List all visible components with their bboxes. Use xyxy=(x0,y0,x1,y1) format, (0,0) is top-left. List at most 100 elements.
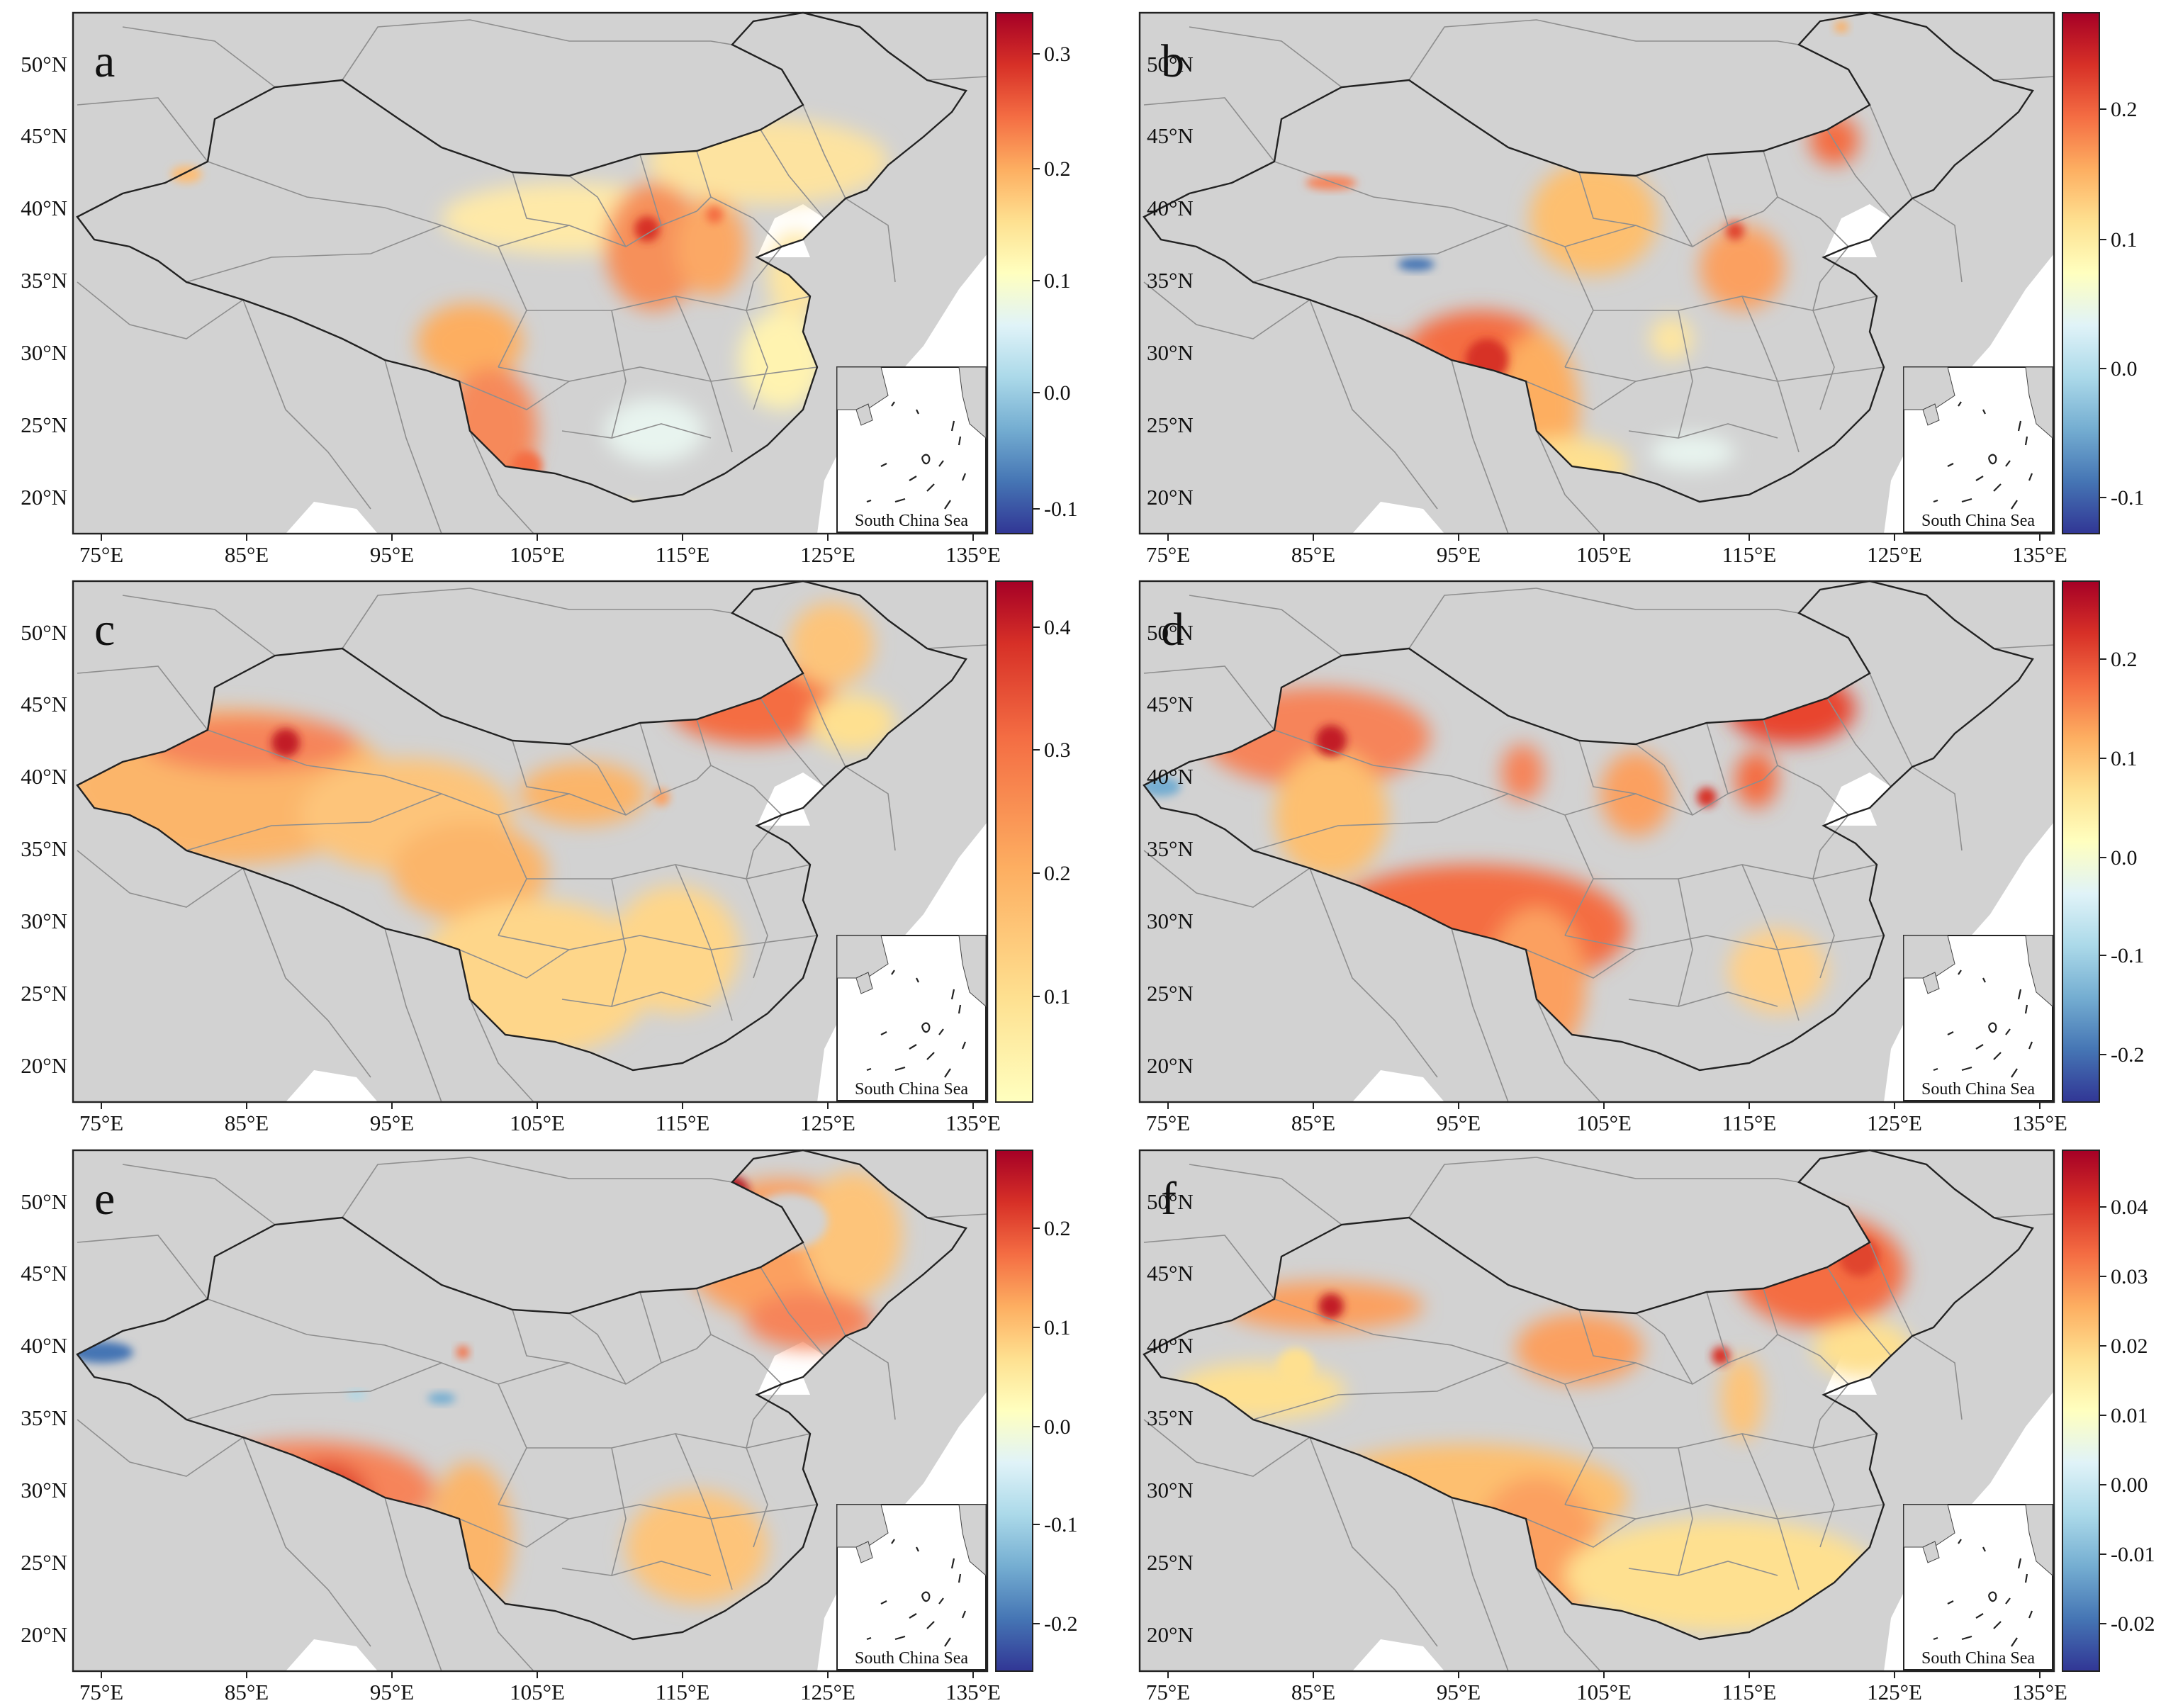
colorbar-tick-label: 0.1 xyxy=(1044,269,1071,293)
colorbar-tick-label: -0.1 xyxy=(2111,486,2145,510)
lat-label: 25°N xyxy=(21,1550,67,1575)
lon-label: 125°E xyxy=(1867,1680,1922,1704)
colorbar-tick-label: 0.0 xyxy=(2111,357,2138,381)
inset-label-south-china-sea: South China Sea xyxy=(855,1080,968,1099)
lat-label: 40°N xyxy=(21,764,67,789)
map-panel-f xyxy=(1138,1149,2055,1673)
colorbar-tick-label: 0.01 xyxy=(2111,1404,2148,1427)
lat-label: 45°N xyxy=(1147,1261,1194,1286)
colorbar-tick-label: 0.0 xyxy=(2111,846,2138,870)
lon-label: 135°E xyxy=(2012,1111,2067,1135)
colorbar-tick-label: 0.00 xyxy=(2111,1473,2148,1497)
lat-label: 35°N xyxy=(1147,836,1194,861)
lat-label: 35°N xyxy=(21,1405,67,1430)
lon-label: 85°E xyxy=(225,542,269,567)
lon-label: 95°E xyxy=(370,1680,414,1704)
lon-label: 115°E xyxy=(1722,1111,1777,1135)
lon-label: 75°E xyxy=(1146,1680,1190,1704)
colorbar-tick-label: 0.2 xyxy=(2111,648,2138,671)
colorbar-tick-label: -0.02 xyxy=(2111,1612,2155,1636)
lon-label: 75°E xyxy=(1146,1111,1190,1135)
lon-label: 125°E xyxy=(800,1680,855,1704)
lat-label: 30°N xyxy=(1147,1478,1194,1502)
colorbar-tick-label: 0.0 xyxy=(1044,1415,1071,1439)
lon-label: 85°E xyxy=(1291,1111,1335,1135)
colorbar-e xyxy=(995,1150,1033,1672)
lat-label: 35°N xyxy=(21,836,67,861)
colorbar-tick-label: -0.2 xyxy=(1044,1612,1078,1636)
colorbar-a xyxy=(995,12,1033,534)
lon-label: 75°E xyxy=(1146,542,1190,567)
colorbar-tick-label: 0.4 xyxy=(1044,616,1071,639)
lon-label: 105°E xyxy=(1576,542,1632,567)
lon-label: 105°E xyxy=(1576,1680,1632,1704)
lon-label: 75°E xyxy=(79,1680,123,1704)
lat-label: 45°N xyxy=(21,1261,67,1286)
lat-label: 20°N xyxy=(21,1053,67,1078)
inset-label-south-china-sea: South China Sea xyxy=(1921,1080,2035,1099)
map-panel-c xyxy=(72,580,989,1103)
colorbar-tick-label: 0.2 xyxy=(1044,157,1071,181)
colorbar-tick-label: 0.3 xyxy=(1044,43,1071,66)
lon-label: 125°E xyxy=(1867,542,1922,567)
lat-label: 25°N xyxy=(21,412,67,437)
lat-label: 50°N xyxy=(21,52,67,77)
colorbar-tick-label: 0.0 xyxy=(1044,381,1071,405)
lat-label: 20°N xyxy=(1147,1053,1194,1078)
lat-label: 45°N xyxy=(1147,692,1194,717)
lon-label: 125°E xyxy=(800,1111,855,1135)
colorbar-f xyxy=(2062,1150,2100,1672)
lat-label: 35°N xyxy=(1147,1405,1194,1430)
colorbar-tick-label: -0.1 xyxy=(1044,498,1078,521)
lat-label: 50°N xyxy=(21,620,67,645)
colorbar-tick-label: 0.02 xyxy=(2111,1335,2148,1358)
lat-label: 25°N xyxy=(1147,412,1194,437)
map-panel-e xyxy=(72,1149,989,1673)
lat-label: 40°N xyxy=(1147,196,1194,220)
lon-label: 85°E xyxy=(1291,542,1335,567)
colorbar-tick-label: -0.1 xyxy=(2111,944,2145,967)
lon-label: 85°E xyxy=(1291,1680,1335,1704)
lat-label: 20°N xyxy=(1147,1622,1194,1647)
lon-label: 105°E xyxy=(1576,1111,1632,1135)
colorbar-tick-label: -0.2 xyxy=(2111,1043,2145,1067)
lon-label: 125°E xyxy=(1867,1111,1922,1135)
map-panel-d xyxy=(1138,580,2055,1103)
colorbar-tick-label: 0.2 xyxy=(2111,98,2138,121)
lat-label: 30°N xyxy=(21,1478,67,1502)
lat-label: 40°N xyxy=(21,196,67,220)
lat-label: 20°N xyxy=(1147,485,1194,510)
lat-label: 30°N xyxy=(21,909,67,933)
inset-label-south-china-sea: South China Sea xyxy=(855,512,968,530)
lon-label: 115°E xyxy=(1722,542,1777,567)
panel-letter-a: a xyxy=(94,35,115,87)
lat-label: 45°N xyxy=(1147,123,1194,148)
lat-label: 25°N xyxy=(1147,981,1194,1006)
lon-label: 105°E xyxy=(510,1680,565,1704)
lon-label: 95°E xyxy=(1437,1680,1481,1704)
labels-layer: a 50°N 45°N 40°N 35°N 30°N 25°N 20°N 75°E 85°E 95°… xyxy=(21,35,2155,1704)
inset-label-south-china-sea: South China Sea xyxy=(855,1649,968,1668)
lat-label: 25°N xyxy=(21,981,67,1006)
panel-letter-d: d xyxy=(1161,604,1184,656)
lat-label: 50°N xyxy=(1147,52,1194,77)
inset-label-south-china-sea: South China Sea xyxy=(1921,1649,2035,1668)
colorbar-tick-label: 0.03 xyxy=(2111,1265,2148,1288)
lon-label: 75°E xyxy=(79,1111,123,1135)
map-panel-a xyxy=(72,11,989,535)
lat-label: 45°N xyxy=(21,123,67,148)
lat-label: 45°N xyxy=(21,692,67,717)
lat-label: 35°N xyxy=(1147,268,1194,293)
colorbar-tick-label: 0.2 xyxy=(1044,1217,1071,1240)
lon-label: 105°E xyxy=(510,542,565,567)
lat-label: 35°N xyxy=(21,268,67,293)
colorbar-tick-label: 0.1 xyxy=(1044,985,1071,1008)
colorbar-tick-label: 0.1 xyxy=(2111,747,2138,770)
lat-label: 50°N xyxy=(1147,620,1194,645)
lon-label: 125°E xyxy=(800,542,855,567)
lon-label: 115°E xyxy=(656,542,710,567)
lon-label: 135°E xyxy=(945,1680,1001,1704)
lon-label: 115°E xyxy=(656,1111,710,1135)
lat-label: 30°N xyxy=(1147,909,1194,933)
